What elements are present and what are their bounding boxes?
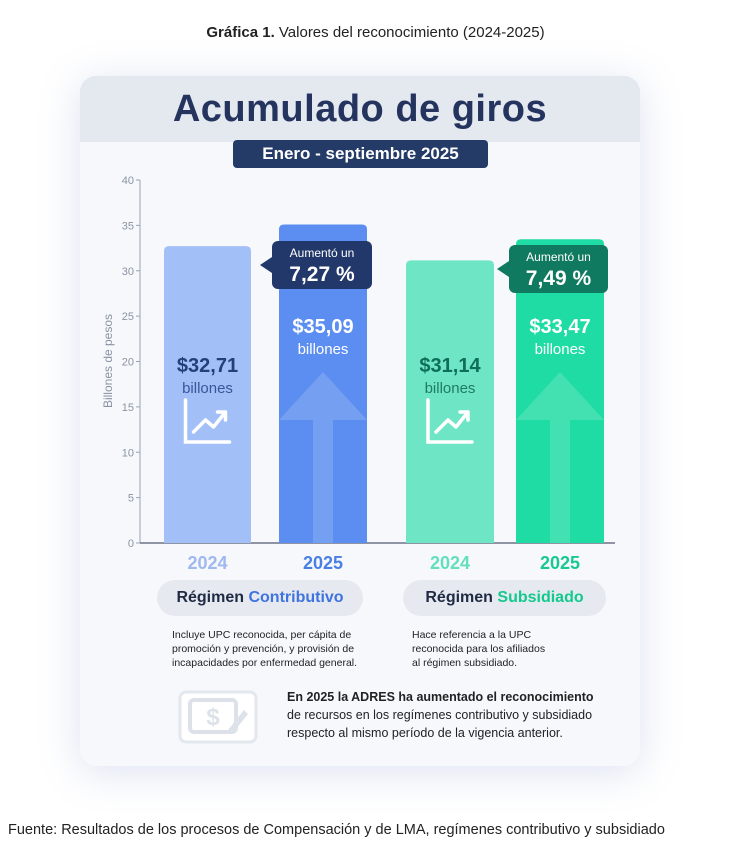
infographic-title: Acumulado de giros <box>172 88 548 130</box>
y-tick-label: 15 <box>122 402 134 414</box>
callout-text: Aumentó un <box>526 250 591 264</box>
bar-value-label: $31,14 <box>419 355 481 377</box>
regime-pill-subsidiado: Régimen Subsidiado <box>403 580 606 616</box>
note-rest: de recursos en los regímenes contributiv… <box>287 708 593 740</box>
trend-up-icon-line <box>434 410 470 434</box>
bar-unit-label: billones <box>535 341 586 358</box>
bar <box>279 224 367 544</box>
card-header-band <box>80 76 640 142</box>
note-text: En 2025 la ADRES ha aumentado el reconoc… <box>287 688 617 742</box>
callout-pointer <box>260 257 272 273</box>
callout-box <box>272 241 372 289</box>
callout-text: Aumentó un <box>290 246 355 260</box>
trend-up-icon-line <box>191 410 228 434</box>
regime-name: Régimen <box>425 589 493 606</box>
bar-value-label: $32,71 <box>177 355 238 377</box>
bar-arrow-decoration <box>516 372 604 543</box>
bar <box>164 246 251 544</box>
bar-unit-label: billones <box>298 341 349 358</box>
source-note: Fuente: Resultados de los procesos de Co… <box>8 822 665 838</box>
callout-box <box>509 245 608 293</box>
bar-value-label: $33,47 <box>529 316 590 338</box>
bar-arrow-decoration <box>279 372 367 543</box>
regime-highlight: Subsidiado <box>497 589 584 606</box>
trend-up-icon <box>426 398 474 444</box>
bar-value-label: $35,09 <box>292 316 353 338</box>
regime-pill-contributivo: Régimen Contributivo <box>157 580 363 616</box>
y-tick-label: 20 <box>122 357 134 369</box>
callout-value: 7,27 % <box>289 263 355 286</box>
x-tick-label: 2025 <box>540 553 580 573</box>
regime-name: Régimen <box>176 589 245 606</box>
y-tick-label: 35 <box>122 220 134 232</box>
money-edit-icon: $ <box>178 690 258 744</box>
bar <box>516 239 604 543</box>
x-tick-label: 2024 <box>187 553 227 573</box>
period-pill: Enero - septiembre 2025 <box>233 140 488 168</box>
y-axis-label: Billones de pesos <box>101 314 115 408</box>
callout-value: 7,49 % <box>526 267 592 290</box>
y-tick-label: 40 <box>122 175 134 187</box>
svg-text:$: $ <box>206 704 220 731</box>
bar-unit-label: billones <box>182 380 233 397</box>
regime-description-contributivo: Incluye UPC reconocida, per cápita de pr… <box>172 629 358 669</box>
x-tick-label: 2024 <box>430 553 470 573</box>
trend-up-icon <box>183 398 232 444</box>
y-tick-label: 5 <box>128 493 134 505</box>
bar-unit-label: billones <box>425 380 476 397</box>
x-tick-label: 2025 <box>303 553 343 573</box>
figure-caption: Gráfica 1. Valores del reconocimiento (2… <box>0 24 751 41</box>
bar <box>406 260 494 543</box>
callout-pointer <box>497 261 509 277</box>
caption-text: Valores del reconocimiento (2024-2025) <box>278 24 545 41</box>
caption-label: Gráfica 1. <box>206 24 275 41</box>
y-tick-label: 10 <box>122 447 134 459</box>
regime-description-subsidiado: Hace referencia a la UPC reconocida para… <box>412 629 546 669</box>
y-tick-label: 0 <box>128 538 134 550</box>
y-tick-label: 25 <box>122 311 134 323</box>
regime-highlight: Contributivo <box>248 589 344 606</box>
note-bold: En 2025 la ADRES ha aumentado el reconoc… <box>287 690 594 704</box>
y-tick-label: 30 <box>122 266 134 278</box>
